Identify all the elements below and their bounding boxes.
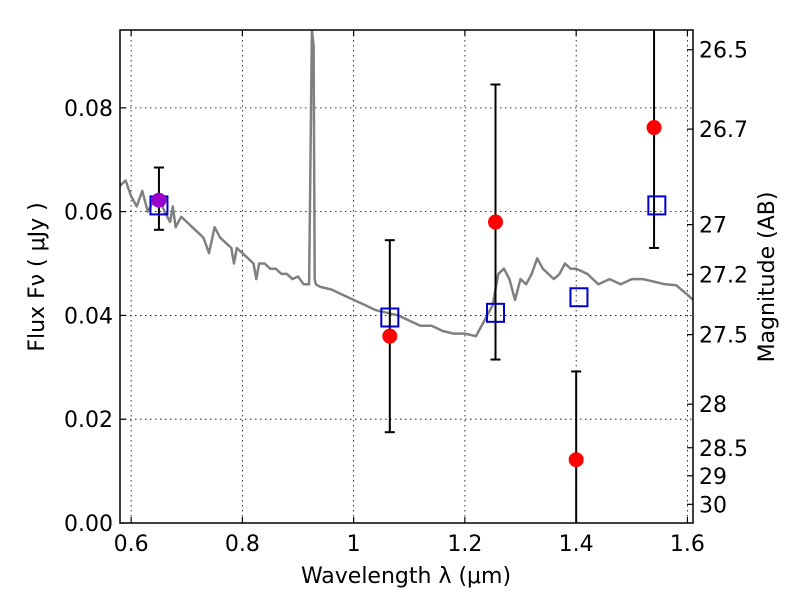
right-tick-label: 30 — [699, 493, 727, 518]
grid-lines — [120, 30, 693, 524]
synthetic-photometry-square — [486, 302, 506, 323]
x-axis-label: Wavelength λ (μm) — [301, 564, 511, 589]
synthetic-photometry-square — [569, 287, 589, 308]
synthetic-photometry-square — [380, 307, 400, 328]
right-tick-label: 26.7 — [699, 118, 748, 143]
observed-flux-point — [382, 328, 398, 344]
x-tick-label: 1.6 — [670, 532, 705, 557]
x-tick-label: 1.4 — [559, 532, 594, 557]
synthetic-photometry-square — [647, 195, 667, 216]
observed-flux-point — [646, 120, 662, 136]
x-tick-label: 1.2 — [447, 532, 482, 557]
y-tick-label: 0.04 — [64, 304, 113, 329]
right-tick-label: 27 — [699, 214, 727, 239]
right-tick-label: 27.5 — [699, 324, 748, 349]
right-axis-label: Magnitude (AB) — [755, 192, 780, 363]
y-axis-label: Flux Fν ( μJy ) — [25, 202, 50, 351]
y-tick-label: 0.08 — [64, 97, 113, 122]
plot-frame — [119, 29, 694, 524]
x-tick-label: 0.6 — [114, 532, 149, 557]
right-tick-label: 27.2 — [699, 263, 748, 288]
observed-flux-point — [151, 192, 167, 208]
y-tick-label: 0.06 — [64, 201, 113, 226]
axis-ticks: 0.6 0.8 1 1.2 1.4 1.6 0.00 0.02 0.04 0.06 0.08 26.5… — [64, 30, 748, 557]
right-tick-label: 28.5 — [699, 437, 748, 462]
observed-flux-point — [568, 452, 584, 468]
x-tick-label: 0.8 — [225, 532, 260, 557]
y-tick-label: 0.02 — [64, 408, 113, 433]
model-spectrum-line — [120, 30, 693, 338]
right-tick-label: 29 — [699, 465, 727, 490]
observed-flux-point — [488, 214, 504, 230]
right-tick-label: 26.5 — [699, 39, 748, 64]
plot-area — [120, 30, 693, 523]
y-tick-label: 0.00 — [64, 512, 113, 537]
x-tick-label: 1 — [347, 532, 361, 557]
right-tick-label: 28 — [699, 393, 727, 418]
